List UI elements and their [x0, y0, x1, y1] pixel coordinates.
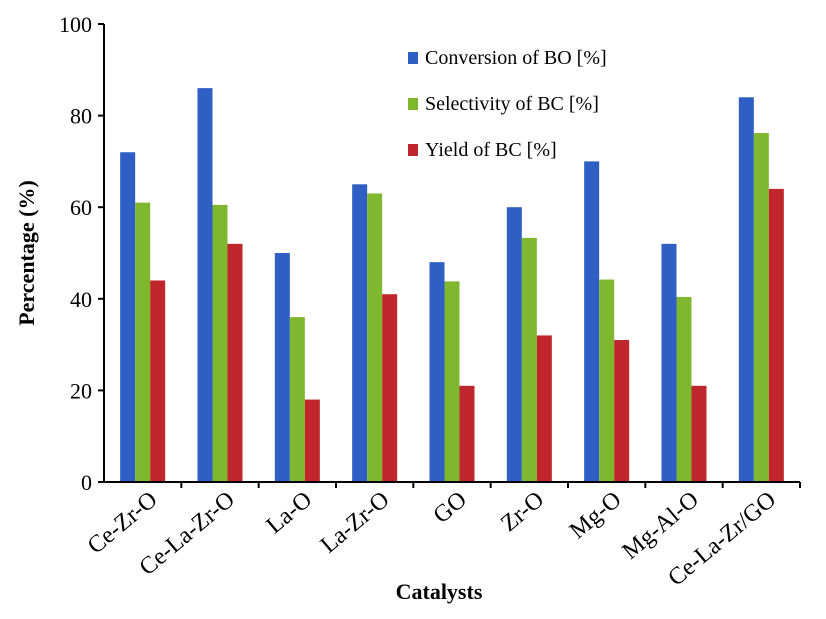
bar-yield — [768, 188, 784, 482]
bar-conversion — [197, 88, 213, 483]
x-tick-label: La-Zr-O — [316, 487, 395, 559]
x-ticks-group: Ce-Zr-OCe-La-Zr-O La-OLa-Zr-O GO Zr-O Mg-OMg… — [83, 482, 801, 591]
y-tick-label: 20 — [70, 378, 92, 403]
bar-yield — [382, 294, 398, 482]
bar-yield — [150, 280, 166, 482]
bar-selectivity — [444, 281, 460, 482]
legend: Conversion of BO [%] Selectivity of BC [%… — [408, 47, 607, 161]
bar-yield — [536, 335, 552, 482]
bar-yield — [227, 243, 243, 482]
bar-yield — [459, 385, 475, 482]
legend-swatch — [408, 144, 418, 156]
bar-conversion — [506, 207, 522, 482]
bar-selectivity — [367, 193, 383, 482]
x-tick-label: Mg-O — [565, 487, 627, 545]
x-tick-label: Zr-O — [496, 487, 549, 537]
bar-conversion — [661, 243, 677, 482]
legend-swatch — [408, 98, 418, 110]
bar-yield — [691, 385, 707, 482]
y-tick-label: 80 — [70, 104, 92, 129]
bar-selectivity — [289, 317, 305, 482]
y-ticks-group: 0 20 40 60 80 100 — [59, 12, 104, 495]
legend-label: Conversion of BO [%] — [425, 47, 607, 69]
bar-selectivity — [521, 237, 537, 482]
axes-group — [103, 24, 800, 483]
bar-conversion — [352, 184, 368, 483]
x-tick-label: GO — [429, 487, 472, 529]
bars-group — [120, 88, 784, 483]
y-tick-label: 40 — [70, 287, 92, 312]
legend-swatch — [408, 52, 418, 64]
bar-selectivity — [676, 296, 692, 482]
bar-yield — [614, 340, 630, 482]
bar-selectivity — [135, 202, 151, 482]
y-axis-title: Percentage (%) — [14, 180, 39, 326]
y-tick-label: 60 — [70, 195, 92, 220]
bar-selectivity — [212, 204, 228, 482]
bar-selectivity — [753, 133, 769, 482]
bar-conversion — [120, 152, 136, 483]
bar-selectivity — [599, 279, 615, 482]
bar-yield — [304, 399, 320, 482]
bar-conversion — [429, 262, 445, 482]
x-tick-label: La-O — [262, 487, 318, 539]
bar-conversion — [738, 97, 754, 482]
legend-label: Selectivity of BC [%] — [425, 93, 599, 115]
x-axis-title: Catalysts — [396, 579, 483, 604]
legend-label: Yield of BC [%] — [425, 139, 557, 161]
y-tick-label: 100 — [59, 12, 92, 37]
y-tick-label: 0 — [81, 470, 92, 495]
bar-conversion — [274, 253, 290, 482]
bar-conversion — [584, 161, 600, 482]
